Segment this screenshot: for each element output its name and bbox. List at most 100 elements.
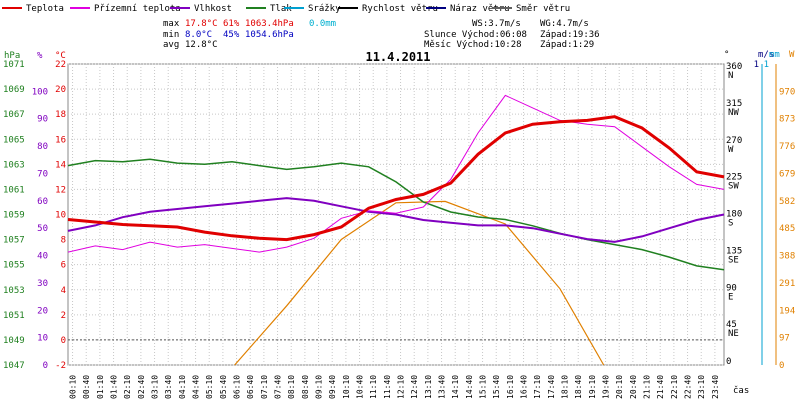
x-tick-label: 07:40 [274, 375, 283, 399]
x-tick-label: 12:10 [397, 375, 406, 399]
solar-tick: 582 [779, 197, 795, 207]
hpa-tick: 1051 [3, 311, 25, 321]
stat-min-label: min [163, 30, 179, 40]
x-tick-label: 23:40 [711, 375, 720, 399]
x-tick-label: 20:40 [629, 375, 638, 399]
x-tick-label: 13:10 [424, 375, 433, 399]
x-tick-label: 00:40 [82, 375, 91, 399]
x-tick-label: 05:10 [205, 375, 214, 399]
direction-tick: 180 [726, 210, 742, 220]
stat-min-press: 1054.6hPa [245, 30, 294, 40]
humidity-tick: 80 [37, 142, 48, 152]
x-tick-label: 19:10 [588, 375, 597, 399]
solar-axis-label: W [789, 50, 795, 60]
info-sunrise: Slunce Východ:06:08 [424, 30, 527, 40]
x-tick-label: 15:10 [479, 375, 488, 399]
direction-tick-compass: S [728, 219, 733, 229]
legend-label: Vlhkost [194, 4, 232, 14]
temperature-tick: 8 [61, 236, 66, 246]
info-moonrise: Měsíc Východ:10:28 [424, 40, 522, 50]
direction-tick: 270 [726, 136, 742, 146]
humidity-tick: 10 [37, 334, 48, 344]
x-tick-label: 09:10 [315, 375, 324, 399]
temperature-tick: 16 [55, 135, 66, 145]
legend: Teplota Přízemní teplota Vlhkost Tlak Srážky… [2, 4, 570, 14]
x-tick-label: 08:10 [287, 375, 296, 399]
solar-tick: 194 [779, 306, 795, 316]
humidity-tick: 40 [37, 252, 48, 262]
direction-tick: 315 [726, 99, 742, 109]
direction-tick-compass: N [728, 71, 733, 81]
legend-label: Teplota [26, 4, 64, 14]
x-tick-label: 06:40 [246, 375, 255, 399]
humidity-tick: 20 [37, 306, 48, 316]
x-tick-label: 16:10 [506, 375, 515, 399]
solar-tick: 970 [779, 87, 795, 97]
direction-tick: 225 [726, 173, 742, 183]
humidity-tick: 50 [37, 224, 48, 234]
x-tick-label: 03:10 [151, 375, 160, 399]
x-tick-label: 11:10 [369, 375, 378, 399]
info-ws: WS:3.7m/s [472, 19, 521, 29]
x-tick-label: 04:10 [178, 375, 187, 399]
direction-tick: 135 [726, 246, 742, 256]
hpa-tick: 1059 [3, 211, 25, 221]
x-tick-label: 00:10 [69, 375, 78, 399]
stat-max-hum: 61% [223, 19, 240, 29]
humidity-tick: 100 [32, 87, 48, 97]
solar-tick: 0 [779, 361, 784, 371]
wind-tick: 1 [754, 60, 759, 70]
legend-label: Rychlost větru [362, 4, 438, 14]
solar-tick: 97 [779, 334, 790, 344]
humidity-tick: 30 [37, 279, 48, 289]
x-tick-label: 23:10 [697, 375, 706, 399]
hpa-tick: 1053 [3, 286, 25, 296]
x-tick-label: 22:10 [670, 375, 679, 399]
temperature-tick: 12 [55, 185, 66, 195]
solar-tick: 291 [779, 279, 795, 289]
temperature-tick: 20 [55, 85, 66, 95]
info-wg: WG:4.7m/s [540, 19, 589, 29]
rain-axis-label: mm [769, 50, 780, 60]
hpa-tick: 1049 [3, 336, 25, 346]
x-tick-label: 21:10 [643, 375, 652, 399]
direction-tick: 90 [726, 283, 737, 293]
x-tick-label: 22:40 [684, 375, 693, 399]
x-tick-label: 07:10 [260, 375, 269, 399]
stat-max-temp: 17.8°C [185, 19, 218, 29]
x-tick-label: 08:40 [301, 375, 310, 399]
chart-title: 11.4.2011 [365, 50, 430, 64]
ground-temperature-line [67, 94, 725, 253]
temperature-tick: 22 [55, 60, 66, 70]
axes: 00:10 00:40 01:10 01:40 02:10 02:40 03:10 03:40… [3, 50, 795, 399]
humidity-tick: 70 [37, 169, 48, 179]
stat-max-label: max [163, 19, 180, 29]
rain-tick: 1 [764, 60, 769, 70]
humidity-axis-label: % [37, 51, 43, 61]
solar-layer [234, 200, 605, 366]
hpa-tick: 1057 [3, 236, 25, 246]
x-tick-label: 13:40 [438, 375, 447, 399]
temperature-tick: 2 [61, 311, 66, 321]
temperature-line [67, 115, 725, 242]
x-tick-label: 21:40 [656, 375, 665, 399]
hpa-tick: 1061 [3, 185, 25, 195]
x-tick-label: 04:40 [192, 375, 201, 399]
solar-tick: 388 [779, 252, 795, 262]
temperature-tick: 6 [61, 261, 66, 271]
x-tick-label: 01:10 [96, 375, 105, 399]
temperature-tick: 4 [61, 286, 66, 296]
legend-label: Srážky [308, 4, 341, 14]
x-tick-label: 17:40 [547, 375, 556, 399]
info-moonset: Západ:1:29 [540, 40, 594, 50]
stat-max-press: 1063.4hPa [245, 19, 294, 29]
hpa-tick: 1071 [3, 60, 25, 70]
humidity-tick: 60 [37, 197, 48, 207]
grid [67, 63, 725, 366]
x-tick-label: 09:40 [328, 375, 337, 399]
direction-tick-compass: E [728, 292, 733, 302]
x-axis-label: čas [733, 385, 749, 396]
stat-avg-temp: 12.8°C [185, 40, 218, 50]
pressure-line [67, 158, 725, 271]
